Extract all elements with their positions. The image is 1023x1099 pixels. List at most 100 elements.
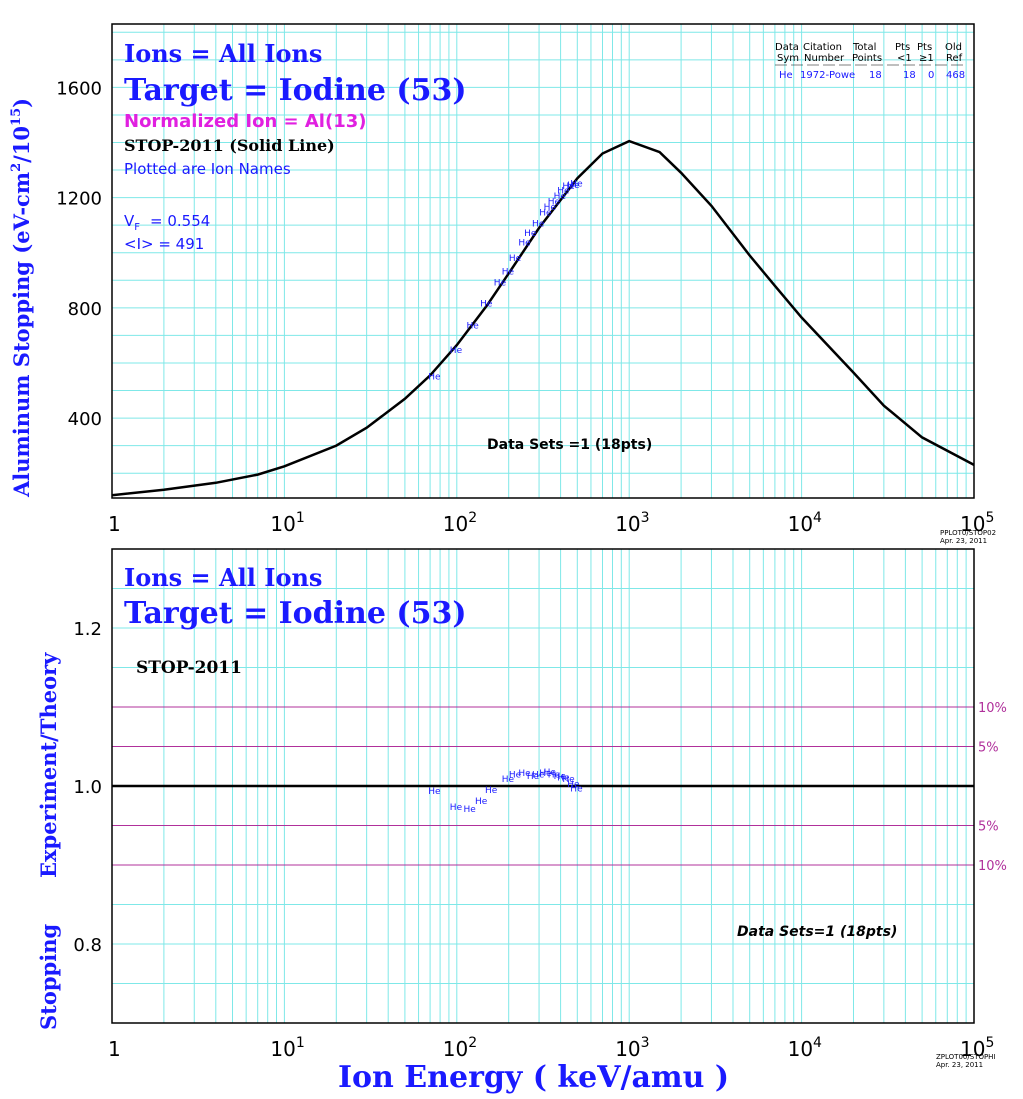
top-x-tick-label: 1: [108, 512, 121, 536]
bottom-y-tick-label: 1.0: [73, 777, 102, 798]
legend-head-total: Total: [852, 42, 876, 53]
legend-head-pts2: Pts: [917, 42, 932, 53]
top-ions-title: Ions = All Ions: [124, 39, 322, 68]
top-data-point: He: [544, 203, 557, 213]
top-data-point: He: [532, 219, 545, 229]
legend-row-ge1: 0: [928, 70, 934, 81]
reference-line-label: 5%: [978, 741, 999, 756]
top-theory-curve-group: [111, 139, 975, 497]
top-plot-frame: [111, 23, 975, 499]
legend-row-total: 18: [869, 70, 882, 81]
top-data-point: He: [509, 254, 522, 264]
top-data-point: He: [570, 179, 583, 189]
bottom-stop-label: STOP-2011: [136, 658, 242, 678]
top-data-point: He: [539, 208, 552, 218]
top-y-tick-label: 1200: [56, 189, 102, 210]
bottom-data-point: He: [518, 769, 531, 779]
top-vf-value: VF = 0.554: [124, 212, 210, 233]
bottom-x-tick-label: 103: [615, 1035, 649, 1061]
top-data-point: He: [562, 182, 575, 192]
bottom-x-tick-label: 104: [788, 1035, 822, 1061]
top-data-point: He: [554, 192, 567, 202]
bottom-plot-frame: [111, 548, 975, 1024]
top-data-sets-label: Data Sets =1 (18pts): [487, 437, 652, 453]
bottom-data-sets-label: Data Sets=1 (18pts): [737, 924, 897, 940]
bottom-data-point: He: [509, 770, 522, 780]
bottom-data-point: He: [557, 774, 570, 784]
bottom-data-point: He: [532, 770, 545, 780]
bottom-data-point: He: [562, 775, 575, 785]
top-x-tick-label: 104: [788, 510, 822, 536]
top-data-point: He: [467, 321, 480, 331]
bottom-data-point: He: [544, 768, 557, 778]
legend-head-data: Data: [775, 42, 799, 53]
reference-line-label: 10%: [978, 701, 1007, 716]
top-y-tick-label: 800: [68, 299, 102, 320]
reference-line-label: 10%: [978, 859, 1007, 874]
legend-row-ref: 468: [946, 70, 965, 81]
top-mean-excitation: <I> = 491: [124, 235, 204, 253]
legend-row-citation: 1972-Powe: [800, 70, 855, 81]
bottom-data-point: He: [463, 805, 476, 815]
legend-head-ref: Ref: [946, 53, 963, 64]
top-x-tick-label: 103: [615, 510, 649, 536]
top-x-tick-labels: 1 101 102 103 104 105: [108, 510, 994, 536]
top-data-point: He: [518, 239, 531, 249]
legend-head-citation: Citation: [803, 42, 842, 53]
top-target-title: Target = Iodine (53): [124, 73, 467, 108]
bottom-stamp-2: Apr. 23, 2011: [936, 1061, 983, 1069]
bottom-data-point: He: [570, 785, 583, 795]
legend-row-sym: He: [779, 70, 793, 81]
bottom-data-point: He: [450, 803, 463, 813]
bottom-x-tick-label: 1: [108, 1037, 121, 1061]
top-legend-table: Data Citation Total Pts Pts Old Sym Numb…: [775, 42, 965, 81]
legend-head-ge1: ≥1: [919, 53, 934, 64]
top-stamp-2: Apr. 23, 2011: [940, 537, 987, 545]
top-y-tick-label: 1600: [56, 78, 102, 99]
bottom-data-point: He: [502, 775, 515, 785]
bottom-y-label-ratio: Experiment/Theory: [36, 652, 61, 878]
bottom-y-label-stopping: Stopping: [36, 924, 61, 1030]
top-data-point: He: [494, 279, 507, 289]
top-x-tick-label: 102: [443, 510, 477, 536]
bottom-data-point: He: [554, 772, 567, 782]
top-data-point: He: [524, 229, 537, 239]
top-stamp-1: PPLOT0/STOP02: [940, 529, 996, 537]
reference-line-label: 5%: [978, 820, 999, 835]
legend-head-old: Old: [945, 42, 962, 53]
legend-head-sym: Sym: [777, 53, 799, 64]
top-data-point: He: [450, 346, 463, 356]
bottom-data-point: He: [527, 772, 540, 782]
top-grid: [112, 24, 974, 498]
top-y-tick-labels: 400 800 1200 1600: [56, 78, 102, 430]
top-data-point: He: [567, 181, 580, 191]
bottom-y-tick-labels: 0.8 1.0 1.2: [73, 619, 102, 956]
legend-head-number: Number: [804, 53, 845, 64]
bottom-target-title: Target = Iodine (53): [124, 596, 467, 631]
bottom-data-point: He: [548, 770, 561, 780]
legend-row-lt1: 18: [903, 70, 916, 81]
bottom-y-tick-label: 0.8: [73, 935, 102, 956]
top-data-point: He: [557, 186, 570, 196]
bottom-x-tick-label: 102: [443, 1035, 477, 1061]
top-data-point: He: [428, 372, 441, 382]
top-normalized-ion: Normalized Ion = Al(13): [124, 111, 366, 132]
top-y-tick-label: 400: [68, 409, 102, 430]
bottom-data-point: He: [539, 769, 552, 779]
bottom-x-tick-labels: 1 101 102 103 104 105: [108, 1035, 994, 1061]
bottom-ions-title: Ions = All Ions: [124, 563, 322, 592]
top-plotted-note: Plotted are Ion Names: [124, 160, 291, 178]
top-theory-curve: [111, 139, 975, 497]
legend-head-pts1: Pts: [895, 42, 910, 53]
bottom-y-tick-label: 1.2: [73, 619, 102, 640]
top-x-tick-label: 101: [270, 510, 304, 536]
bottom-data-point: He: [428, 787, 441, 797]
bottom-reference-lines: 10% 5% 5% 10%: [112, 701, 1007, 874]
top-stop-label: STOP-2011 (Solid Line): [124, 136, 335, 155]
bottom-data-point: He: [475, 797, 488, 807]
top-data-point: He: [480, 299, 493, 309]
